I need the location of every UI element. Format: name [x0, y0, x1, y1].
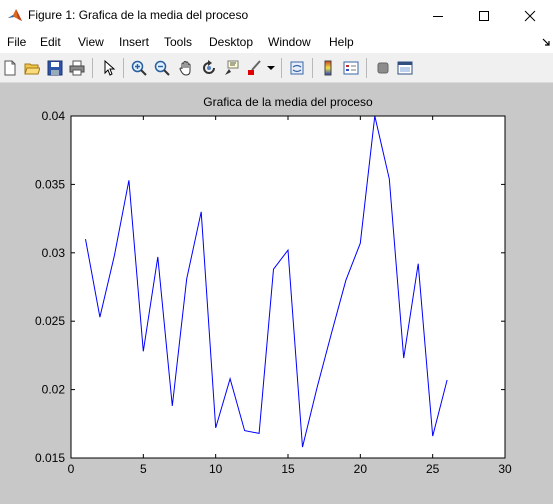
matlab-logo-icon: [7, 7, 23, 23]
show-plot-tools-icon: [397, 61, 413, 75]
chart-title: Grafica de la media del proceso: [203, 95, 373, 109]
x-tick-label: 10: [209, 462, 223, 476]
x-tick-label: 30: [498, 462, 512, 476]
axes-box: [70, 115, 506, 459]
close-button[interactable]: [507, 0, 553, 31]
menu-view[interactable]: View: [78, 35, 104, 49]
legend-icon: [343, 61, 359, 75]
menu-bar: File Edit View Insert Tools Desktop Wind…: [0, 31, 553, 53]
zoom-in-button[interactable]: [129, 58, 149, 78]
toolbar: [0, 53, 553, 83]
menu-desktop[interactable]: Desktop: [209, 35, 254, 49]
hide-plot-tools-icon: [377, 62, 389, 74]
figure-canvas: Grafica de la media del proceso 0 5 10 15 20…: [0, 83, 553, 499]
toolbar-separator: [123, 58, 124, 78]
y-tick-label: 0.035: [35, 177, 65, 191]
maximize-icon: [479, 10, 489, 21]
minimize-button[interactable]: [415, 0, 461, 31]
data-cursor-icon: [225, 60, 239, 75]
y-tick-label: 0.03: [42, 246, 66, 260]
menu-edit[interactable]: Edit: [40, 35, 61, 49]
maximize-button[interactable]: [461, 0, 507, 31]
brush-icon: [248, 60, 261, 75]
y-tick-label: 0.02: [42, 383, 66, 397]
title-bar: Figure 1: Grafica de la media del proces…: [0, 0, 553, 31]
open-file-button[interactable]: [22, 58, 42, 78]
dropdown-arrow-icon: [267, 66, 275, 70]
y-tick-label: 0.015: [35, 451, 65, 465]
window-title: Figure 1: Grafica de la media del proces…: [28, 8, 249, 22]
toolbar-separator: [281, 58, 282, 78]
save-button[interactable]: [45, 58, 65, 78]
brush-button[interactable]: [244, 58, 264, 78]
menu-file[interactable]: File: [7, 35, 27, 49]
pointer-button[interactable]: [99, 58, 119, 78]
x-tick-label: 20: [354, 462, 368, 476]
hand-pan-icon: [179, 61, 191, 76]
open-folder-icon: [24, 63, 40, 75]
x-tick-label: 0: [68, 462, 75, 476]
zoom-out-icon: [154, 60, 170, 76]
rotate-3d-icon: [203, 60, 215, 74]
x-tick-label: 25: [426, 462, 440, 476]
toolbar-separator: [366, 58, 367, 78]
colorbar-button[interactable]: [318, 58, 338, 78]
zoom-out-button[interactable]: [152, 58, 172, 78]
dock-arrow-icon[interactable]: [541, 37, 551, 47]
plot-area: [71, 116, 505, 458]
zoom-in-icon: [131, 60, 147, 76]
brush-dropdown[interactable]: [265, 58, 277, 78]
toolbar-separator: [92, 58, 93, 78]
colorbar-icon: [324, 60, 332, 76]
axis-ticks: 0 5 10 15 20 25 30 0.015 0.02 0.025 0.03 0.035 0.04: [35, 109, 512, 476]
link-plot-icon: [290, 61, 304, 75]
rotate-3d-button[interactable]: [199, 58, 219, 78]
series-line: [85, 115, 448, 448]
print-button[interactable]: [67, 58, 87, 78]
line-plot[interactable]: Grafica de la media del proceso 0 5 10 15 20…: [0, 83, 553, 499]
menu-help[interactable]: Help: [329, 35, 354, 49]
legend-button[interactable]: [341, 58, 361, 78]
minimize-icon: [433, 15, 443, 17]
menu-tools[interactable]: Tools: [164, 35, 193, 49]
save-icon: [47, 60, 63, 76]
x-tick-label: 15: [281, 462, 295, 476]
menu-window[interactable]: Window: [268, 35, 311, 49]
pan-button[interactable]: [176, 58, 196, 78]
data-cursor-button[interactable]: [222, 58, 242, 78]
toolbar-separator: [312, 58, 313, 78]
link-plot-button[interactable]: [287, 58, 307, 78]
new-figure-button[interactable]: [0, 58, 20, 78]
close-icon: [524, 10, 536, 21]
print-icon: [69, 60, 85, 76]
pointer-arrow-icon: [104, 60, 116, 76]
y-tick-label: 0.025: [35, 314, 65, 328]
x-tick-label: 5: [140, 462, 147, 476]
hide-plot-tools-button[interactable]: [373, 58, 393, 78]
new-figure-icon: [4, 60, 16, 76]
y-tick-label: 0.04: [42, 109, 66, 123]
menu-insert[interactable]: Insert: [119, 35, 150, 49]
show-plot-tools-button[interactable]: [395, 58, 415, 78]
